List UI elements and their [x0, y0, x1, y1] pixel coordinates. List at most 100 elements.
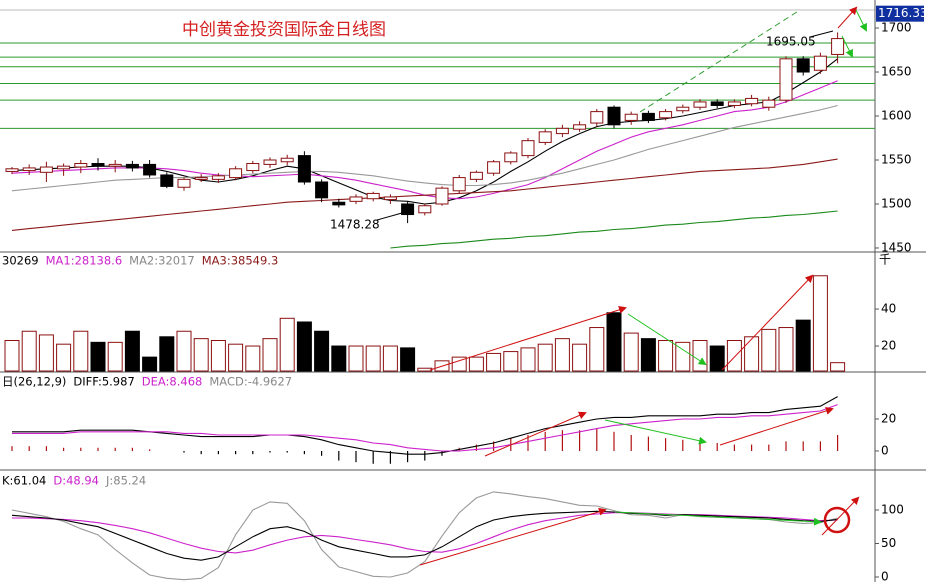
y-tick-label: 50 [881, 536, 896, 550]
volume-bar [365, 345, 381, 372]
volume-bar [830, 362, 846, 372]
arrow [837, 6, 858, 29]
volume-bar [56, 343, 72, 372]
volume-bar [726, 339, 742, 372]
candle-body [727, 101, 741, 106]
y-tick-label: 100 [881, 502, 904, 516]
legend-entry: MA2:32017 [129, 254, 195, 268]
volume-bar [296, 321, 312, 372]
volume-bar [468, 356, 484, 372]
candle-body [22, 167, 36, 172]
volume-bar [38, 334, 54, 372]
y-tick-label: 1650 [881, 65, 912, 79]
candle-body [160, 174, 174, 187]
volume-bar [124, 330, 140, 372]
legend-entry: 日(26,12,9) [2, 375, 66, 389]
high-label: 1695.05 [766, 35, 816, 49]
volume-bar [245, 345, 261, 372]
legend-entry: MA1:28138.6 [46, 254, 123, 268]
candle-body [469, 171, 483, 180]
candle-body [779, 58, 793, 101]
arrow [614, 511, 822, 526]
y-tick-label: 20 [881, 339, 896, 353]
price-marker [876, 5, 924, 22]
volume-bar [331, 345, 347, 372]
candle-body [74, 163, 88, 168]
volume-bar [417, 367, 433, 372]
y-tick-label: 40 [881, 302, 896, 316]
axis-unit: 千 [879, 253, 891, 267]
volume-bar [692, 339, 708, 372]
legend-entry: MACD:-4.9627 [209, 375, 292, 389]
volume-bar [279, 317, 295, 372]
arrow [429, 306, 627, 371]
volume-bar [210, 339, 226, 372]
volume-bar [640, 338, 656, 372]
candle-body [418, 205, 432, 214]
candle-body [177, 178, 191, 188]
volume-bar [228, 343, 244, 372]
chart-title: 中创黄金投资国际金日线图 [182, 20, 386, 40]
candle-body [349, 196, 363, 202]
arrow [604, 419, 707, 445]
volume-bar [623, 332, 639, 372]
pointer-line [809, 30, 834, 38]
arrow [627, 313, 707, 366]
volume-bar [107, 341, 123, 372]
y-tick-label: 0 [881, 569, 889, 582]
candle-body [39, 166, 53, 173]
legend-entry: D:48.94 [53, 474, 99, 488]
volume-bar [709, 345, 725, 372]
candle-body [297, 155, 311, 183]
candle-body [125, 163, 139, 169]
candle-body [504, 152, 518, 163]
candle-body [280, 157, 294, 163]
candle-body [573, 124, 587, 130]
volume-bar [795, 319, 811, 372]
volume-bar [314, 330, 330, 372]
volume-bar [761, 328, 777, 372]
series-line [11, 491, 838, 581]
arrow [855, 9, 867, 32]
candle-body [332, 201, 346, 206]
y-tick-label: 1450 [881, 240, 912, 254]
volume-bar [658, 339, 674, 372]
y-tick-label: 1700 [881, 21, 912, 35]
series-line [11, 158, 838, 231]
series-line [11, 104, 838, 192]
series-line [12, 512, 838, 554]
legend-entry: MA3:38549.3 [202, 254, 279, 268]
highlight-circle [823, 506, 851, 534]
candle-body [710, 101, 724, 106]
y-tick-label: 1500 [881, 196, 912, 210]
arrow [419, 507, 607, 566]
trend-line [639, 9, 801, 113]
y-tick-label: 20 [881, 412, 896, 426]
volume-bar [382, 345, 398, 372]
volume-bar [537, 343, 553, 372]
candle-body [383, 196, 397, 201]
volume-bar [778, 327, 794, 372]
candle-body [108, 163, 122, 167]
candle-body [57, 165, 71, 170]
arrow [721, 274, 814, 371]
candle-body [607, 106, 621, 126]
arrow [841, 35, 853, 58]
annotations [376, 6, 867, 566]
arrow [821, 496, 860, 536]
y-tick-label: 0 [881, 443, 889, 457]
volume-bar [142, 356, 158, 372]
legend-entry: DEA:8.468 [142, 375, 203, 389]
arrow [719, 407, 834, 446]
candle-body [693, 101, 707, 108]
volume-bar [606, 312, 622, 372]
volume-bar [73, 330, 89, 372]
volume-bar [572, 343, 588, 372]
series-line [12, 404, 838, 452]
y-tick-label: 1550 [881, 153, 912, 167]
candle-body [401, 203, 415, 216]
candle-body [435, 187, 449, 205]
volume-bar [262, 338, 278, 372]
